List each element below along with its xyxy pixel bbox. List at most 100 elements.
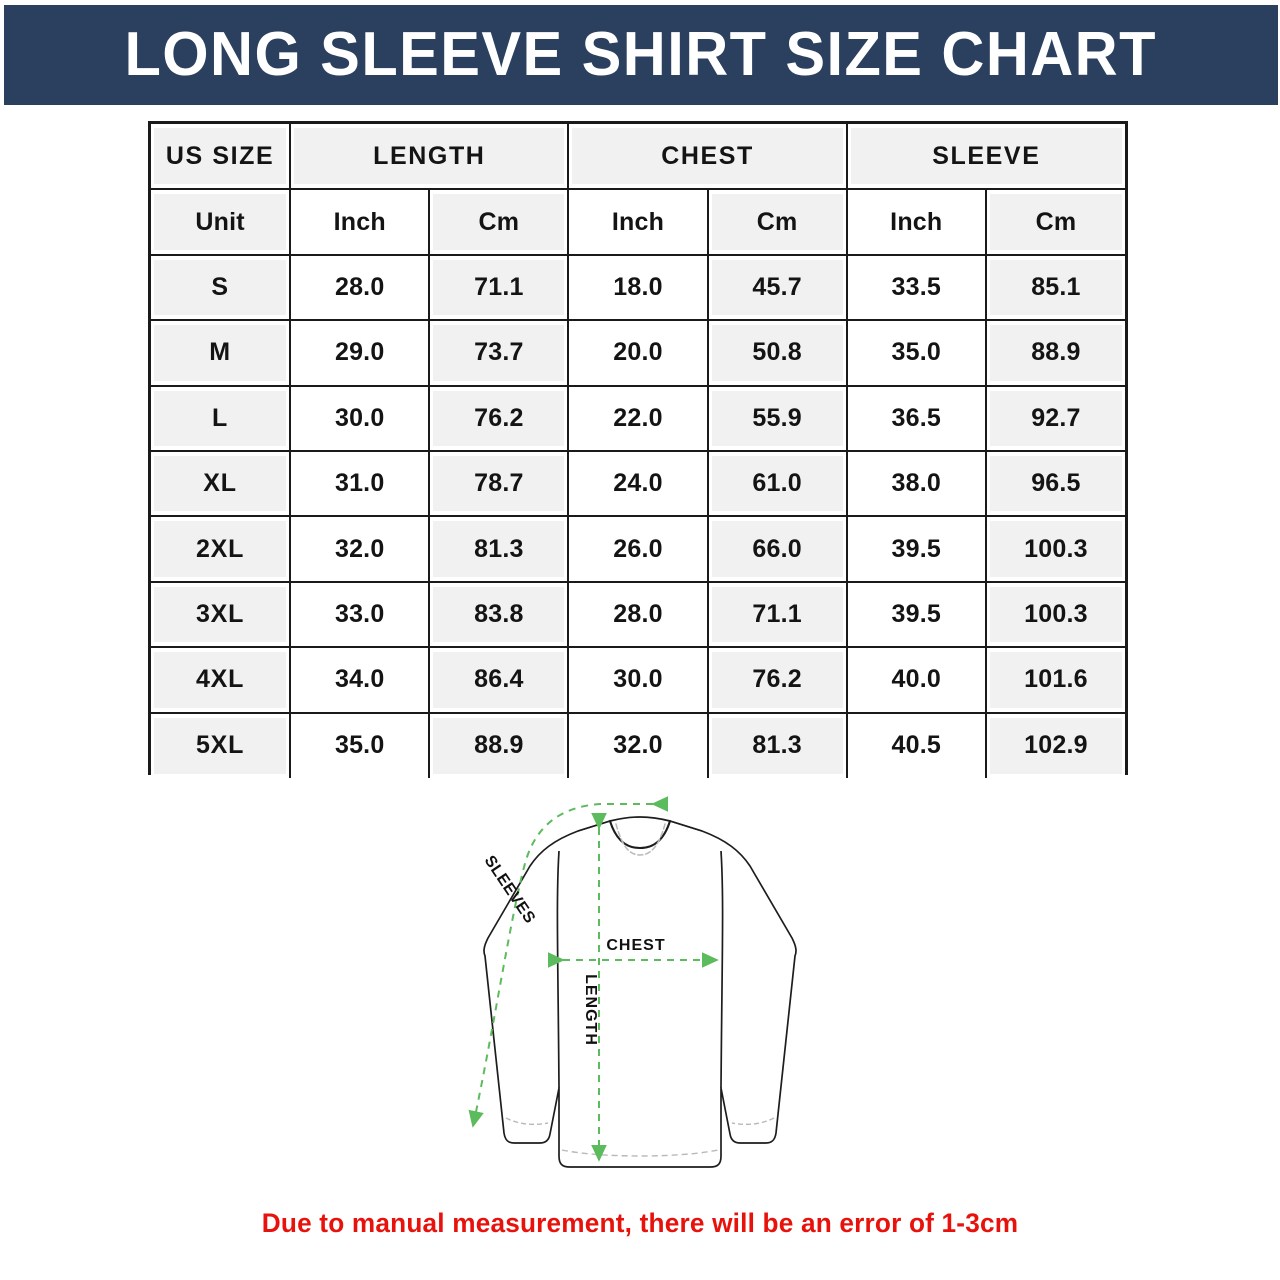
- sleeve-cm-value: 101.6: [989, 652, 1122, 708]
- size-label: 5XL: [154, 717, 287, 774]
- table-row: 5XL 35.0 88.9 32.0 81.3 40.5 102.9: [151, 712, 1125, 778]
- chest-cm-value: 76.2: [711, 652, 843, 708]
- table-cell-unit-sleeve-cm: Cm: [985, 189, 1125, 256]
- cell-size: XL: [151, 450, 292, 518]
- length-inch-value: 30.0: [294, 390, 426, 446]
- chest-inch-value: 32.0: [572, 717, 704, 774]
- hem-stitch: [561, 1149, 719, 1157]
- cell-chest-cm: 81.3: [707, 712, 848, 778]
- cell-size: S: [151, 254, 292, 322]
- cell-sleeve-cm: 88.9: [985, 320, 1125, 387]
- table-cell-unit-label: Unit: [151, 189, 292, 256]
- table-cell-unit-chest-cm: Cm: [707, 189, 848, 256]
- measurement-disclaimer: Due to manual measurement, there will be…: [261, 1208, 1019, 1238]
- sleeve-cm-value: 100.3: [989, 521, 1122, 577]
- unit-header-length-cm: Cm: [433, 194, 565, 250]
- length-label: LENGTH: [582, 974, 599, 1046]
- chest-inch-value: 20.0: [572, 325, 704, 381]
- sleeve-inch-value: 39.5: [850, 521, 982, 577]
- table-cell-group-length: LENGTH: [290, 124, 570, 191]
- cell-length-cm: 71.1: [429, 254, 570, 322]
- cell-chest-cm: 55.9: [707, 385, 848, 452]
- group-header-length: LENGTH: [294, 128, 565, 185]
- cell-sleeve-inch: 40.5: [846, 712, 987, 778]
- cell-sleeve-cm: 92.7: [985, 385, 1125, 452]
- cell-sleeve-inch: 36.5: [846, 385, 987, 452]
- cell-sleeve-inch: 40.0: [846, 647, 987, 714]
- cell-chest-cm: 45.7: [707, 254, 848, 322]
- length-cm-value: 88.9: [433, 717, 565, 774]
- chest-inch-value: 24.0: [572, 455, 704, 512]
- cell-length-cm: 78.7: [429, 450, 570, 518]
- cell-length-cm: 86.4: [429, 647, 570, 714]
- cell-size: 4XL: [151, 647, 292, 714]
- cell-size: 3XL: [151, 581, 292, 649]
- group-header-chest: CHEST: [572, 128, 843, 185]
- cell-sleeve-inch: 38.0: [846, 450, 987, 518]
- sleeve-cm-value: 85.1: [989, 259, 1122, 316]
- cell-chest-cm: 66.0: [707, 516, 848, 583]
- size-label: 2XL: [154, 521, 287, 577]
- table-row: 4XL 34.0 86.4 30.0 76.2 40.0 101.6: [151, 647, 1125, 714]
- chest-inch-value: 18.0: [572, 259, 704, 316]
- chest-cm-value: 66.0: [711, 521, 843, 577]
- unit-header-chest-inch: Inch: [572, 194, 704, 250]
- cell-chest-inch: 20.0: [568, 320, 709, 387]
- length-cm-value: 86.4: [433, 652, 565, 708]
- cell-length-inch: 33.0: [290, 581, 431, 649]
- cell-length-inch: 28.0: [290, 254, 431, 322]
- size-label: XL: [154, 455, 287, 512]
- length-cm-value: 73.7: [433, 325, 565, 381]
- table-cell-unit-sleeve-inch: Inch: [846, 189, 987, 256]
- page-title: LONG SLEEVE SHIRT SIZE CHART: [124, 20, 1158, 89]
- cell-chest-cm: 61.0: [707, 450, 848, 518]
- table-row: 2XL 32.0 81.3 26.0 66.0 39.5 100.3: [151, 516, 1125, 583]
- sleeve-inch-value: 35.0: [850, 325, 982, 381]
- cell-chest-inch: 24.0: [568, 450, 709, 518]
- sleeve-measure-line: [468, 796, 668, 1128]
- length-inch-value: 29.0: [294, 325, 426, 381]
- cell-length-cm: 76.2: [429, 385, 570, 452]
- cell-length-inch: 34.0: [290, 647, 431, 714]
- chest-cm-value: 55.9: [711, 390, 843, 446]
- cell-sleeve-inch: 35.0: [846, 320, 987, 387]
- sleeve-cm-value: 92.7: [989, 390, 1122, 446]
- sleeve-cm-value: 100.3: [989, 586, 1122, 643]
- shirt-outline: [483, 816, 797, 1168]
- size-chart-table: US SIZE LENGTH CHEST SLEEVE Unit Inch: [148, 121, 1128, 778]
- cell-chest-cm: 50.8: [707, 320, 848, 387]
- chest-cm-value: 71.1: [711, 586, 843, 643]
- cell-sleeve-cm: 96.5: [985, 450, 1125, 518]
- table-cell-unit-length-cm: Cm: [429, 189, 570, 256]
- cell-chest-inch: 18.0: [568, 254, 709, 322]
- chest-cm-value: 61.0: [711, 455, 843, 512]
- chest-cm-value: 50.8: [711, 325, 843, 381]
- sleeve-cm-value: 88.9: [989, 325, 1122, 381]
- length-inch-value: 34.0: [294, 652, 426, 708]
- cell-sleeve-inch: 33.5: [846, 254, 987, 322]
- table-row: 3XL 33.0 83.8 28.0 71.1 39.5 100.3: [151, 581, 1125, 649]
- sleeve-cm-value: 102.9: [989, 717, 1122, 774]
- cell-length-inch: 31.0: [290, 450, 431, 518]
- armhole-seam-right: [720, 850, 724, 1089]
- table-row: XL 31.0 78.7 24.0 61.0 38.0 96.5: [151, 450, 1125, 518]
- chest-inch-value: 30.0: [572, 652, 704, 708]
- table-group-header-row: US SIZE LENGTH CHEST SLEEVE: [151, 124, 1125, 191]
- table-cell-group-sleeve: SLEEVE: [846, 124, 1125, 191]
- cell-sleeve-cm: 100.3: [985, 516, 1125, 583]
- cell-chest-cm: 71.1: [707, 581, 848, 649]
- unit-header-sleeve-inch: Inch: [850, 194, 982, 250]
- chest-inch-value: 26.0: [572, 521, 704, 577]
- group-header-sleeve: SLEEVE: [850, 128, 1122, 185]
- size-label: M: [154, 325, 287, 381]
- size-label: L: [154, 390, 287, 446]
- cell-length-cm: 73.7: [429, 320, 570, 387]
- unit-header-sleeve-cm: Cm: [989, 194, 1122, 250]
- table-cell-unit-chest-inch: Inch: [568, 189, 709, 256]
- cell-length-inch: 30.0: [290, 385, 431, 452]
- cell-size: M: [151, 320, 292, 387]
- chest-cm-value: 81.3: [711, 717, 843, 774]
- length-inch-value: 28.0: [294, 259, 426, 316]
- table-cell-group-chest: CHEST: [568, 124, 848, 191]
- cell-chest-inch: 26.0: [568, 516, 709, 583]
